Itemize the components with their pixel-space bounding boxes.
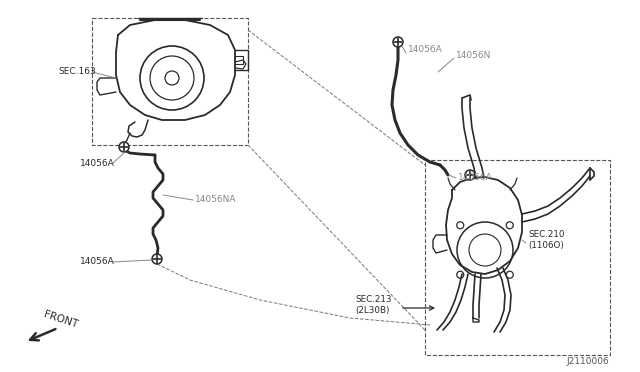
Text: FRONT: FRONT bbox=[42, 310, 79, 330]
Circle shape bbox=[457, 222, 464, 229]
Circle shape bbox=[152, 254, 162, 264]
Text: 14056A: 14056A bbox=[80, 257, 115, 266]
Text: 14056N: 14056N bbox=[456, 51, 492, 60]
Circle shape bbox=[465, 170, 475, 180]
Text: SEC.210
(1106O): SEC.210 (1106O) bbox=[528, 230, 564, 250]
Text: 14056A: 14056A bbox=[80, 158, 115, 167]
Circle shape bbox=[457, 271, 464, 278]
Text: 14056A: 14056A bbox=[408, 45, 443, 55]
Text: 14056NA: 14056NA bbox=[195, 196, 237, 205]
Text: 14056A: 14056A bbox=[458, 173, 493, 183]
Text: SEC.163: SEC.163 bbox=[58, 67, 96, 77]
Text: SEC.213
(2L30B): SEC.213 (2L30B) bbox=[355, 295, 392, 315]
Circle shape bbox=[393, 37, 403, 47]
Text: J2110006: J2110006 bbox=[566, 357, 609, 366]
Circle shape bbox=[506, 222, 513, 229]
Circle shape bbox=[506, 271, 513, 278]
Circle shape bbox=[119, 142, 129, 152]
